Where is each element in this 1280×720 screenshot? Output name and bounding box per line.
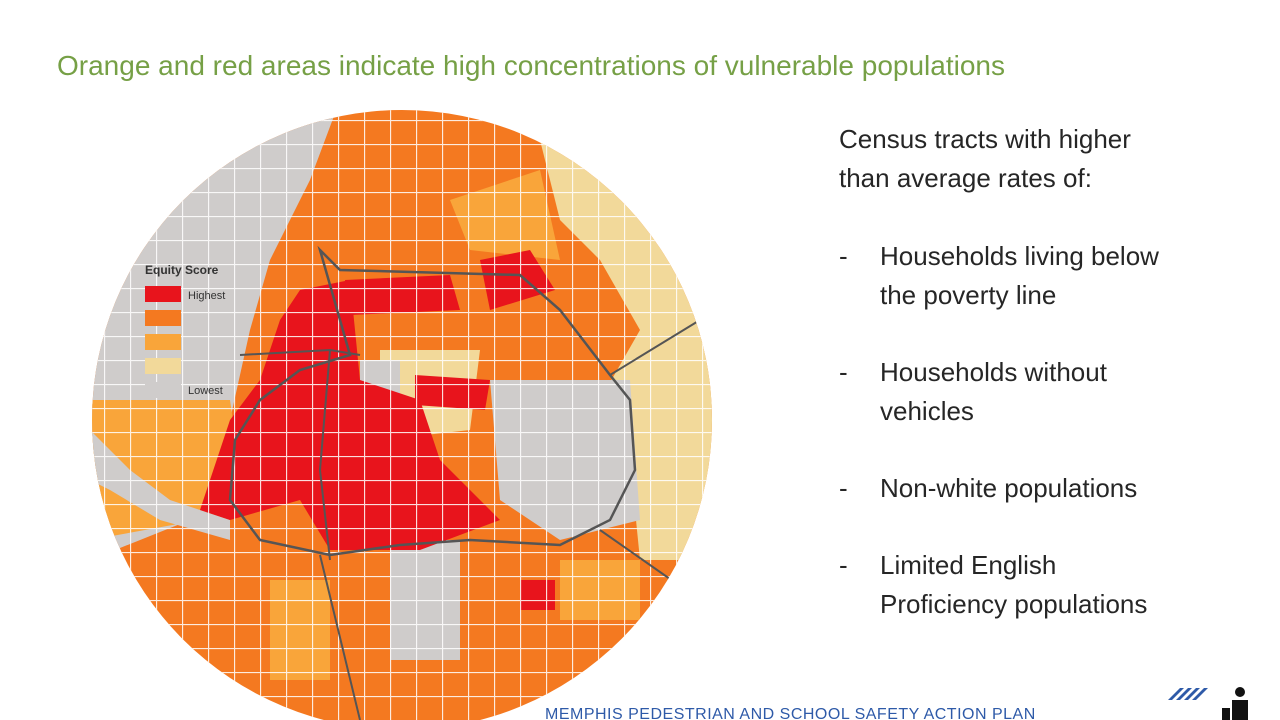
legend-swatch [145,310,181,326]
bullet-text: Households living below [880,241,1159,271]
legend-swatch [145,286,181,302]
equity-map [92,110,712,720]
footer: MEMPHIS PEDESTRIAN AND SCHOOL SAFETY ACT… [545,706,1036,720]
bullet: - [839,473,848,503]
subtitle: Orange and red areas indicate high conce… [57,50,1005,81]
bullet-text: vehicles [880,396,974,426]
legend-title: Equity Score [145,263,219,277]
legend-swatch [145,358,181,374]
legend-swatch [145,334,181,350]
legend-label: Lowest [188,385,223,397]
bullet: - [839,241,848,271]
bullet-text: Non-white populations [880,473,1137,503]
legend-label: Highest [188,290,225,302]
intro-line: than average rates of: [839,163,1092,193]
intro-line: Census tracts with higher [839,124,1131,154]
bullet-text: Limited English [880,550,1056,580]
bullet-text: the poverty line [880,280,1056,310]
bullet-text: Households without [880,357,1108,387]
text-panel: Census tracts with higher than average ra… [839,124,1159,619]
legend-swatch [145,382,181,398]
map-legend: Equity Score Highest Lowest [145,263,225,398]
bullet: - [839,550,848,580]
bullet: - [839,357,848,387]
logo [1168,687,1248,720]
bullet-text: Proficiency populations [880,589,1147,619]
